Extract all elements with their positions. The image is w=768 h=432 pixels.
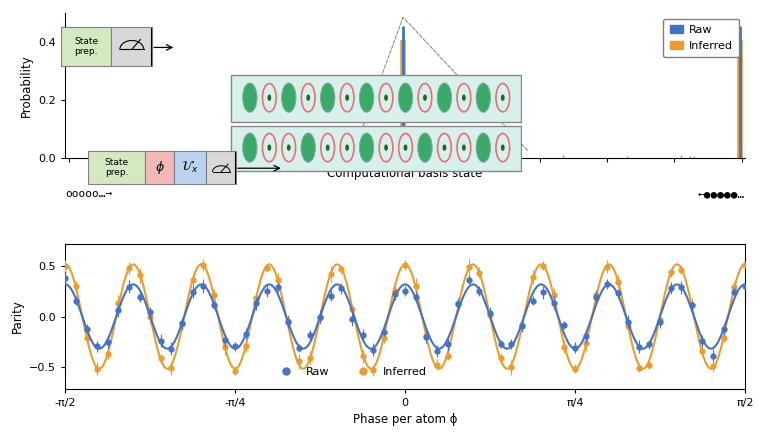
Circle shape [385,145,387,150]
FancyBboxPatch shape [111,27,152,67]
FancyBboxPatch shape [231,75,521,122]
FancyBboxPatch shape [231,126,521,171]
Circle shape [438,83,452,112]
Circle shape [326,145,329,150]
Circle shape [321,83,335,112]
Circle shape [476,83,490,112]
Circle shape [359,83,373,112]
Y-axis label: Probability: Probability [20,54,33,117]
Circle shape [399,83,412,112]
Circle shape [476,133,490,162]
Circle shape [287,145,290,150]
Text: $\mathcal{U}_x$: $\mathcal{U}_x$ [181,160,199,175]
Circle shape [404,145,407,150]
Circle shape [243,133,257,162]
Text: $\phi$: $\phi$ [154,159,164,176]
FancyBboxPatch shape [88,151,145,184]
FancyBboxPatch shape [174,151,207,184]
Circle shape [359,133,373,162]
Circle shape [301,133,315,162]
Circle shape [385,95,387,100]
Circle shape [243,83,257,112]
X-axis label: Computational basis state: Computational basis state [327,167,483,180]
Legend: Raw, Inferred: Raw, Inferred [270,363,431,382]
Legend: Raw, Inferred: Raw, Inferred [664,19,740,57]
Text: ←●●●●●…: ←●●●●●… [697,189,745,199]
Circle shape [424,95,426,100]
FancyBboxPatch shape [61,27,111,67]
Text: State
prep.: State prep. [104,158,129,177]
X-axis label: Phase per atom ϕ: Phase per atom ϕ [353,413,457,426]
Circle shape [282,83,296,112]
Circle shape [307,95,310,100]
Text: State
prep.: State prep. [74,37,98,56]
Text: ooooo…→: ooooo…→ [65,189,113,199]
FancyBboxPatch shape [145,151,174,184]
Circle shape [443,145,445,150]
FancyBboxPatch shape [207,151,237,184]
Circle shape [268,145,270,150]
Circle shape [462,95,465,100]
Circle shape [418,133,432,162]
Circle shape [268,95,270,100]
Y-axis label: Parity: Parity [11,299,24,334]
Circle shape [502,145,504,150]
Circle shape [462,145,465,150]
Circle shape [346,95,349,100]
Circle shape [346,145,349,150]
Circle shape [502,95,504,100]
